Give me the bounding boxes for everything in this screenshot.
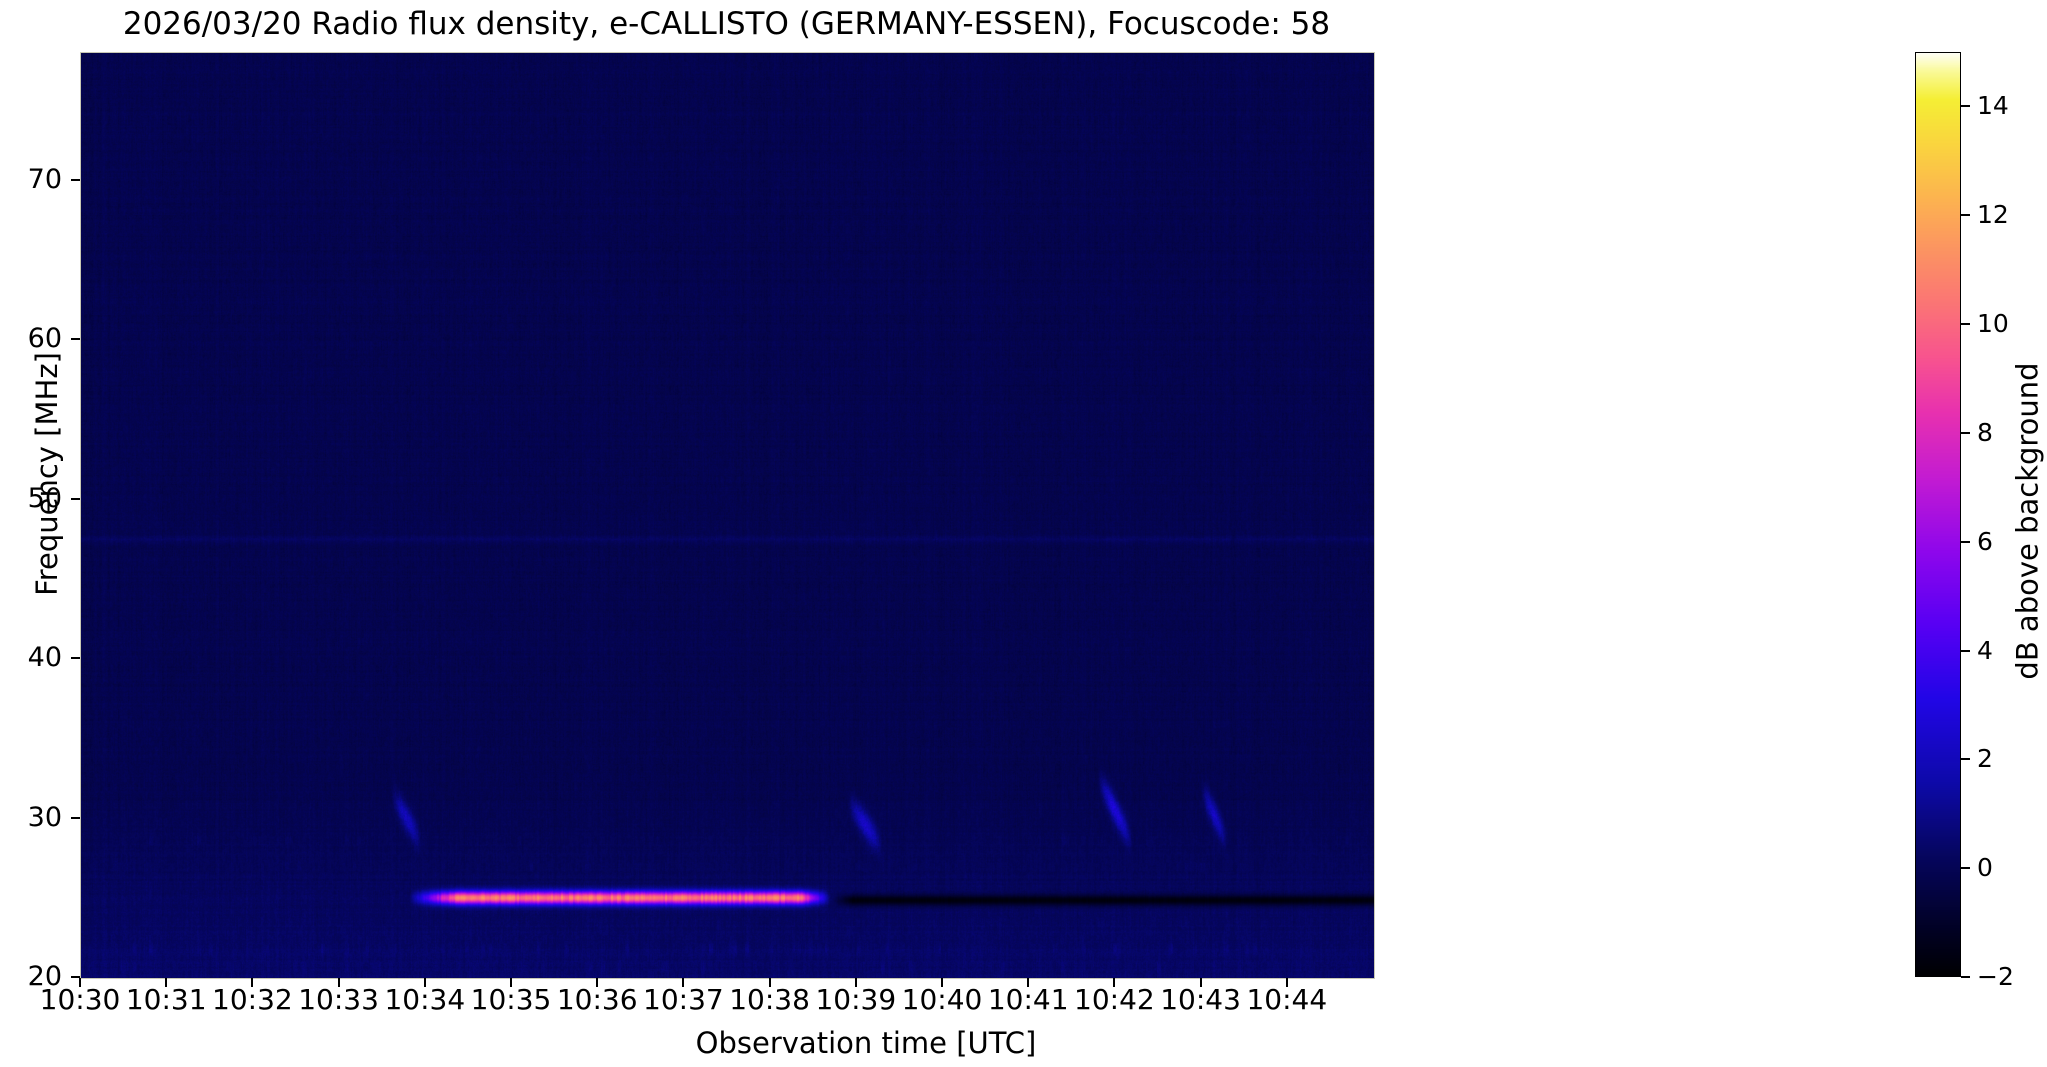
x-tick-label: 10:34 xyxy=(384,983,466,1016)
x-tick-mark xyxy=(1113,978,1116,987)
y-tick-label: 40 xyxy=(27,642,62,674)
colorbar-tick-mark xyxy=(1961,323,1970,326)
colorbar-tick-mark xyxy=(1961,431,1970,434)
x-tick-label: 10:33 xyxy=(298,983,379,1016)
figure-title: 2026/03/20 Radio flux density, e-CALLIST… xyxy=(122,6,1331,42)
colorbar-tick-label: 12 xyxy=(1977,200,2009,230)
x-tick-mark xyxy=(251,978,254,987)
colorbar-tick-mark xyxy=(1961,214,1970,217)
x-tick-mark xyxy=(1027,978,1030,987)
y-tick-label: 30 xyxy=(27,801,62,833)
colorbar-tick-label: −2 xyxy=(1977,962,2014,991)
colorbar-tick-label: 4 xyxy=(1977,635,1993,665)
x-tick-mark xyxy=(596,978,599,987)
colorbar-tick-label: 10 xyxy=(1977,309,2009,339)
x-tick-label: 10:32 xyxy=(212,983,293,1016)
y-tick-label: 70 xyxy=(27,163,62,195)
y-tick-mark xyxy=(71,816,80,819)
colorbar-tick-label: 0 xyxy=(1977,853,1993,883)
x-axis-label: Observation time [UTC] xyxy=(0,1026,2047,1060)
x-tick-label: 10:35 xyxy=(470,983,552,1016)
y-tick-mark xyxy=(71,178,80,181)
colorbar-tick-mark xyxy=(1961,867,1970,870)
spectrogram-image xyxy=(81,53,1374,978)
x-axis-label-text: Observation time [UTC] xyxy=(695,1026,1037,1060)
colorbar-tick-label: 6 xyxy=(1977,526,1993,556)
x-tick-label: 10:39 xyxy=(815,983,897,1016)
colorbar-tick-label: 8 xyxy=(1977,417,1993,447)
colorbar-tick-mark xyxy=(1961,105,1970,108)
x-tick-label: 10:36 xyxy=(556,983,638,1016)
colorbar-tick-mark xyxy=(1961,758,1970,761)
x-tick-mark xyxy=(79,978,81,987)
x-tick-mark xyxy=(768,978,771,987)
x-tick-label: 10:37 xyxy=(643,983,724,1016)
y-axis-label: Frequency [MHz] xyxy=(30,352,64,596)
colorbar-tick-mark xyxy=(1961,976,1970,978)
colorbar-group: −2 0 2 4 6 8 10 12 14 dB above background xyxy=(1915,52,2045,989)
colorbar-tick-label: 14 xyxy=(1977,91,2009,121)
spectrogram-axes xyxy=(80,52,1375,979)
x-tick-mark xyxy=(423,978,426,987)
x-tick-label: 10:30 xyxy=(39,983,121,1016)
x-tick-label: 10:40 xyxy=(901,983,983,1016)
y-tick-mark xyxy=(71,657,80,660)
x-tick-mark xyxy=(682,978,685,987)
x-tick-mark xyxy=(854,978,857,987)
x-tick-mark xyxy=(941,978,943,987)
colorbar-tick-mark xyxy=(1961,540,1970,543)
x-tick-mark xyxy=(337,978,340,987)
colorbar xyxy=(1915,52,1961,977)
y-tick-mark xyxy=(71,497,80,500)
x-tick-mark xyxy=(165,978,168,987)
x-tick-label: 10:31 xyxy=(125,983,207,1016)
x-tick-mark xyxy=(1285,978,1288,987)
colorbar-label: dB above background xyxy=(2010,362,2045,680)
x-tick-mark xyxy=(1199,978,1202,987)
y-tick-mark xyxy=(71,338,80,341)
y-tick-mark xyxy=(71,976,80,978)
colorbar-tick-mark xyxy=(1961,649,1970,652)
x-tick-mark xyxy=(510,978,512,987)
y-tick-label: 20 xyxy=(27,961,62,992)
y-tick-label: 50 xyxy=(27,482,62,514)
x-tick-label: 10:43 xyxy=(1160,983,1241,1016)
x-tick-label: 10:41 xyxy=(987,983,1069,1016)
y-tick-label: 60 xyxy=(27,323,62,355)
x-tick-label: 10:38 xyxy=(729,983,810,1016)
colorbar-tick-label: 2 xyxy=(1977,744,1993,774)
x-tick-label: 10:42 xyxy=(1074,983,1155,1016)
x-tick-label: 10:44 xyxy=(1246,983,1328,1016)
colorbar-gradient xyxy=(1916,53,1960,976)
